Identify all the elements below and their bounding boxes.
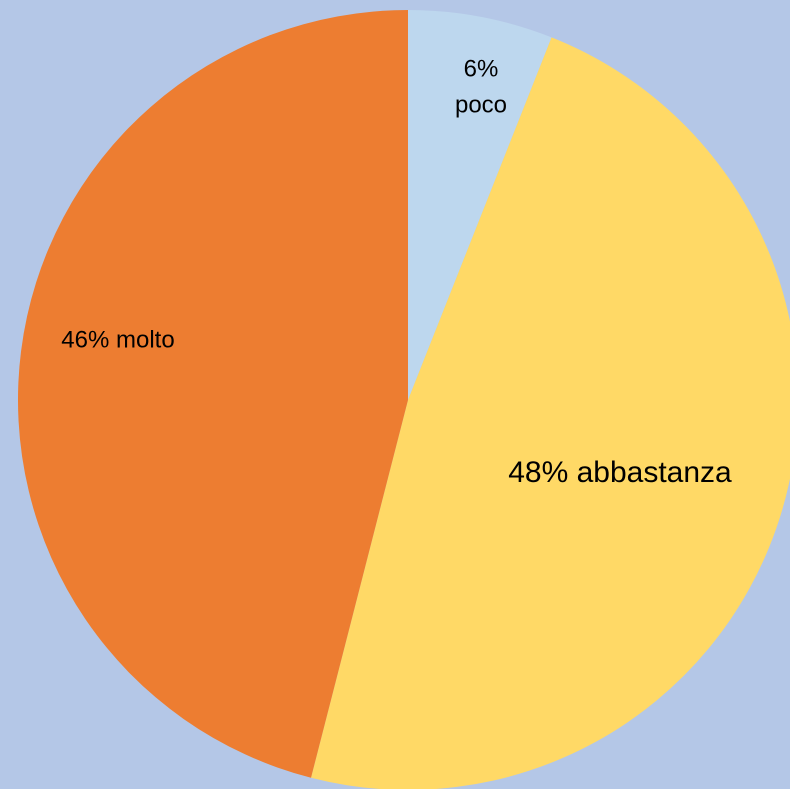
slice-label-abbastanza: 48% abbastanza <box>508 456 732 489</box>
slice-label-line: 46% molto <box>61 326 174 353</box>
pie-slice-abbastanza <box>311 37 790 789</box>
pie-slice-molto <box>17 9 409 778</box>
pie-slices <box>17 9 790 789</box>
slice-label-line: 48% abbastanza <box>508 456 732 489</box>
slice-label-line: 6% <box>464 55 499 82</box>
slice-label-poco: 6% poco <box>455 55 507 118</box>
pie-labels: 6% poco 48% abbastanza 46% molto <box>61 55 732 489</box>
slice-label-molto: 46% molto <box>61 326 174 353</box>
slice-label-line: poco <box>455 91 507 118</box>
pie-slice-poco <box>408 10 552 400</box>
